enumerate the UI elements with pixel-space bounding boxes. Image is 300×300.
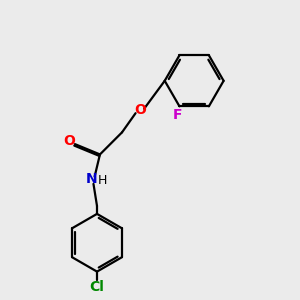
- Text: O: O: [64, 134, 76, 148]
- Text: O: O: [134, 103, 146, 117]
- Text: H: H: [98, 174, 107, 188]
- Text: F: F: [173, 107, 183, 122]
- Text: N: N: [85, 172, 97, 186]
- Text: Cl: Cl: [90, 280, 104, 294]
